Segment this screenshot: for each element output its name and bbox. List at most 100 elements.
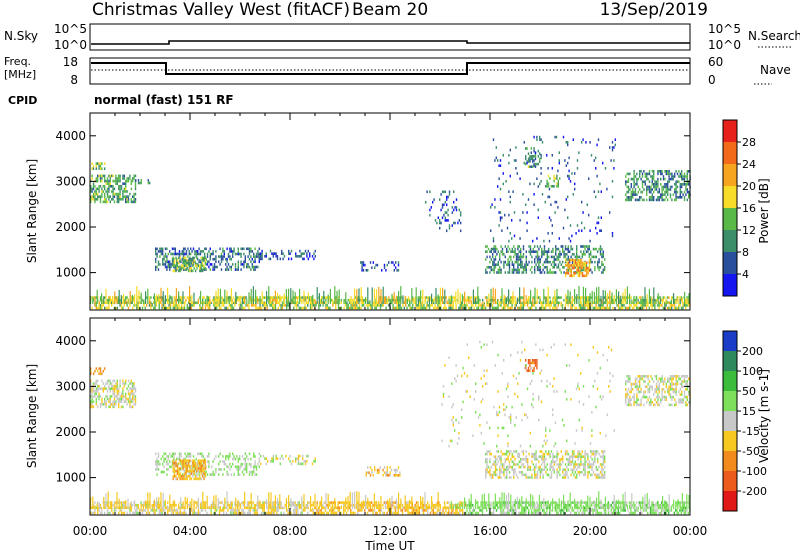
data-cell bbox=[203, 259, 204, 262]
data-cell bbox=[625, 183, 626, 186]
data-cell bbox=[97, 307, 98, 310]
data-cell bbox=[118, 201, 119, 204]
data-cell bbox=[538, 155, 539, 158]
data-cell bbox=[664, 170, 665, 173]
data-cell bbox=[238, 299, 239, 302]
data-cell bbox=[423, 509, 424, 512]
data-cell bbox=[195, 501, 196, 504]
data-cell bbox=[551, 256, 552, 259]
data-cell bbox=[637, 299, 638, 302]
data-cell bbox=[240, 263, 241, 266]
data-cell bbox=[573, 253, 574, 256]
data-cell bbox=[442, 509, 443, 512]
data-cell bbox=[553, 175, 554, 178]
data-cell bbox=[499, 304, 500, 307]
data-cell bbox=[378, 304, 379, 307]
data-cell bbox=[374, 307, 375, 310]
data-cell bbox=[519, 250, 520, 253]
data-cell bbox=[185, 264, 186, 267]
data-cell bbox=[276, 512, 277, 515]
data-cell bbox=[578, 259, 579, 262]
data-cell bbox=[125, 393, 126, 396]
data-cell bbox=[93, 182, 94, 185]
data-cell bbox=[483, 304, 484, 307]
data-cell bbox=[489, 266, 490, 269]
data-cell bbox=[553, 307, 554, 310]
data-cell bbox=[440, 193, 441, 196]
data-cell bbox=[523, 271, 524, 274]
data-cell bbox=[176, 253, 177, 256]
data-cell bbox=[259, 307, 260, 310]
data-cell bbox=[398, 264, 399, 267]
data-cell bbox=[629, 188, 630, 191]
data-cell bbox=[122, 190, 123, 193]
data-cell bbox=[273, 255, 274, 258]
data-cell bbox=[661, 188, 662, 191]
data-cell bbox=[138, 307, 139, 310]
ground-scatter-mark bbox=[191, 295, 192, 304]
data-cell bbox=[598, 258, 599, 261]
data-cell bbox=[523, 248, 524, 251]
data-cell bbox=[315, 302, 316, 305]
data-cell bbox=[673, 175, 674, 178]
data-cell bbox=[417, 509, 418, 512]
data-cell bbox=[429, 191, 430, 194]
data-cell bbox=[618, 304, 619, 307]
data-cell bbox=[654, 304, 655, 307]
data-cell bbox=[286, 509, 287, 512]
data-cell bbox=[548, 185, 549, 188]
data-cell bbox=[233, 307, 234, 310]
data-cell bbox=[199, 270, 200, 273]
data-cell bbox=[178, 270, 179, 273]
data-cell bbox=[688, 191, 689, 194]
data-cell bbox=[508, 240, 509, 243]
data-cell bbox=[633, 183, 634, 186]
data-cell bbox=[666, 183, 667, 186]
data-cell bbox=[350, 512, 351, 515]
data-cell bbox=[545, 504, 546, 507]
data-cell bbox=[154, 509, 155, 512]
data-cell bbox=[517, 248, 518, 251]
data-cell bbox=[656, 188, 657, 191]
data-cell bbox=[554, 136, 555, 139]
data-cell bbox=[678, 512, 679, 515]
data-cell bbox=[155, 268, 156, 271]
data-cell bbox=[474, 307, 475, 310]
data-cell bbox=[401, 307, 402, 310]
data-cell bbox=[232, 250, 233, 253]
data-cell bbox=[561, 271, 562, 274]
data-cell bbox=[469, 296, 470, 299]
ground-scatter-mark bbox=[407, 299, 408, 304]
data-cell bbox=[513, 271, 514, 274]
data-cell bbox=[91, 190, 92, 193]
data-cell bbox=[670, 196, 671, 199]
data-cell bbox=[568, 272, 569, 275]
data-cell bbox=[550, 509, 551, 512]
data-cell bbox=[378, 504, 379, 507]
data-cell bbox=[558, 248, 559, 251]
data-cell bbox=[546, 154, 547, 157]
data-cell bbox=[519, 177, 520, 180]
data-cell bbox=[523, 256, 524, 259]
data-cell bbox=[183, 250, 184, 253]
data-cell bbox=[223, 302, 224, 305]
data-cell bbox=[246, 248, 247, 251]
data-cell bbox=[170, 307, 171, 310]
data-cell bbox=[605, 512, 606, 515]
data-cell bbox=[169, 250, 170, 253]
data-cell bbox=[266, 252, 267, 255]
data-cell bbox=[108, 175, 109, 178]
data-cell bbox=[489, 261, 490, 264]
data-cell bbox=[206, 512, 207, 515]
ground-scatter-mark bbox=[347, 304, 348, 305]
data-cell bbox=[612, 232, 613, 235]
data-cell bbox=[184, 267, 185, 270]
data-cell bbox=[500, 299, 501, 302]
data-cell bbox=[577, 224, 578, 227]
data-cell bbox=[581, 304, 582, 307]
data-cell bbox=[602, 304, 603, 307]
ground-scatter-mark bbox=[101, 293, 102, 304]
data-cell bbox=[675, 180, 676, 183]
data-cell bbox=[168, 307, 169, 310]
data-cell bbox=[224, 253, 225, 256]
